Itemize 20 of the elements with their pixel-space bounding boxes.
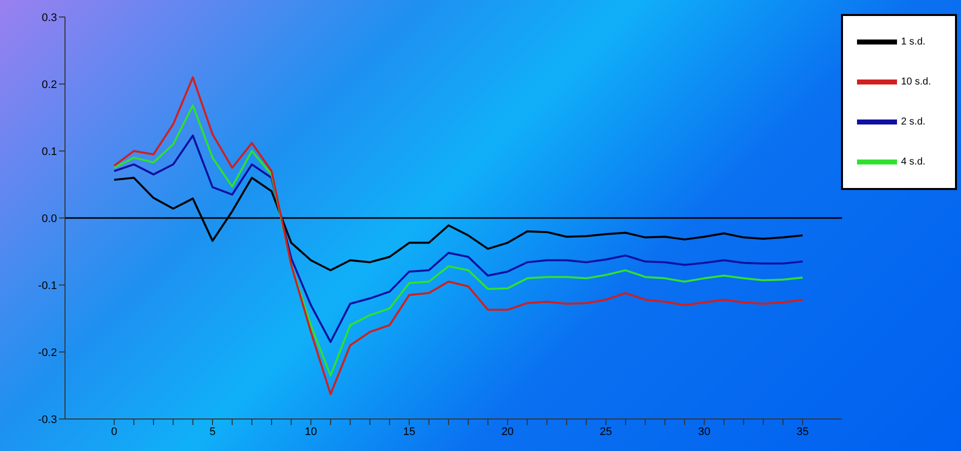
x-tick-label: 0 — [111, 426, 118, 438]
y-tick-label: 0.2 — [42, 78, 57, 91]
x-tick-label: 25 — [600, 426, 612, 438]
x-tick-label: 15 — [403, 426, 416, 438]
x-tick-label: 30 — [698, 426, 710, 438]
legend-label: 2 s.d. — [900, 116, 926, 128]
x-tick-label: 10 — [304, 426, 317, 438]
line-series — [113, 134, 804, 343]
y-tick-label: -0.3 — [38, 414, 57, 426]
x-tick-label: 20 — [501, 426, 514, 438]
legend-label: 4 s.d. — [900, 156, 926, 168]
legend-label: 10 s.d. — [900, 76, 931, 88]
x-tick-label: 5 — [209, 426, 216, 438]
legend-label: 1 s.d. — [900, 36, 926, 48]
y-tick-label: -0.1 — [38, 280, 57, 292]
y-tick-label: 0.1 — [42, 146, 57, 158]
y-tick-label: 0.0 — [42, 212, 57, 225]
x-tick-label: 35 — [796, 426, 809, 438]
y-tick-label: -0.2 — [38, 346, 57, 359]
y-tick-label: 0.3 — [42, 12, 57, 24]
